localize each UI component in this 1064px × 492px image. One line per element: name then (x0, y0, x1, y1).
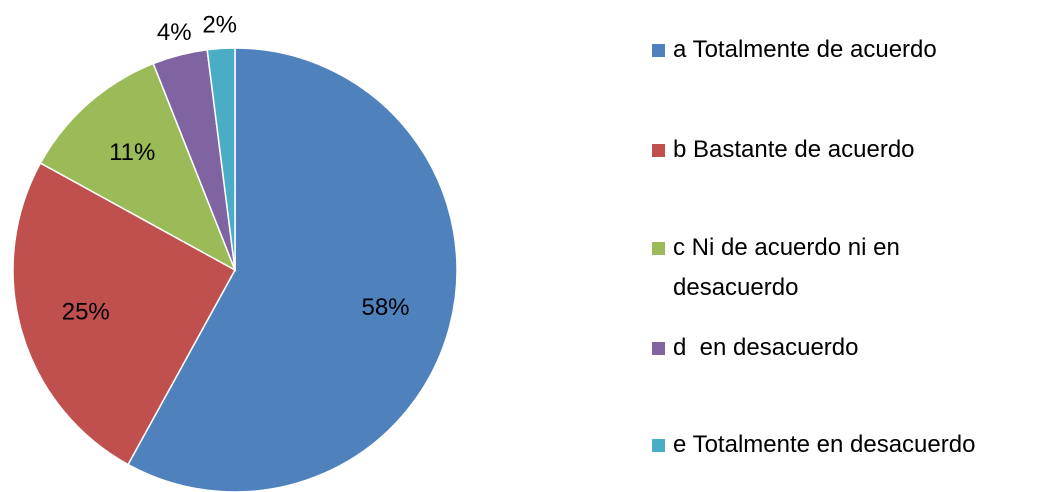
pie-slice (12, 162, 237, 466)
legend-item: c Ni de acuerdo ni en desacuerdo (652, 228, 973, 308)
legend-label: d en desacuerdo (673, 334, 859, 361)
legend-item: d en desacuerdo (652, 328, 858, 368)
legend-label: c Ni de acuerdo ni en desacuerdo (673, 234, 907, 301)
legend-swatch (652, 439, 665, 452)
data-label: 4% (157, 19, 192, 46)
pie-slice (206, 47, 236, 271)
legend-item: e Totalmente en desacuerdo (652, 425, 975, 465)
legend-label: b Bastante de acuerdo (673, 136, 915, 163)
legend-swatch (652, 144, 665, 157)
legend-swatch (652, 342, 665, 355)
legend-item: b Bastante de acuerdo (652, 130, 915, 170)
data-label: 2% (202, 12, 237, 39)
legend-label: a Totalmente de acuerdo (673, 36, 937, 63)
legend-item: a Totalmente de acuerdo (652, 30, 937, 70)
pie-slice (39, 62, 237, 272)
legend-swatch (652, 44, 665, 57)
chart: 58% 25% 11% 4% 2% (12, 12, 458, 492)
legend-label: e Totalmente en desacuerdo (673, 431, 976, 458)
data-label: 58% (361, 294, 409, 321)
legend-swatch (652, 242, 665, 255)
data-label: 25% (62, 299, 110, 326)
data-label: 11% (109, 139, 155, 166)
